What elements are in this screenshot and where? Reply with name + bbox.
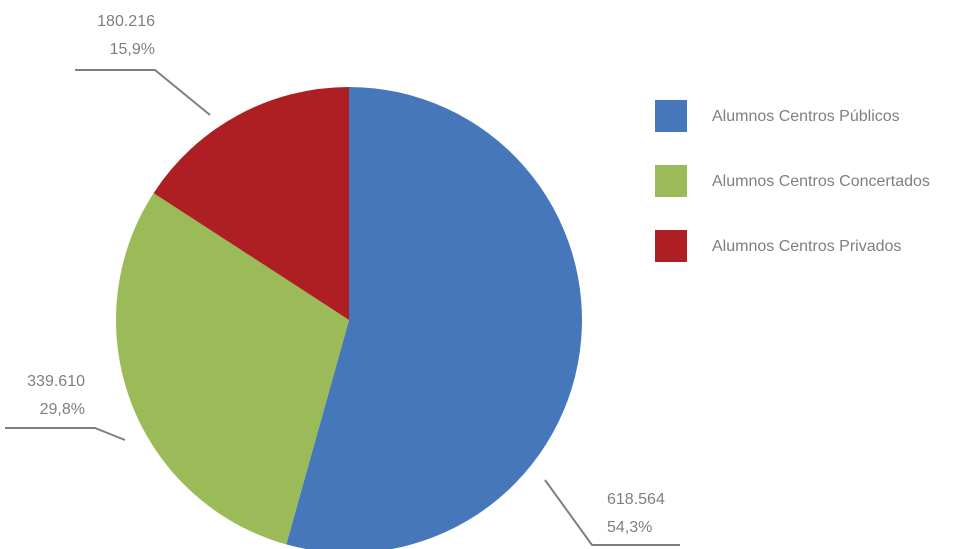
leader-line (5, 427, 126, 441)
pie-slice (116, 193, 350, 545)
legend-label: Alumnos Centros Concertados (712, 173, 930, 190)
percentage-label: 54,3% (607, 519, 652, 536)
value-label: 618.564 (607, 491, 665, 508)
pie-slice (153, 87, 349, 320)
legend-label: Alumnos Centros Privados (712, 238, 901, 255)
legend-label: Alumnos Centros Públicos (712, 108, 900, 125)
leader-line (75, 69, 211, 116)
percentage-label: 15,9% (110, 41, 155, 58)
value-label: 180.216 (97, 13, 155, 30)
leader-line (544, 479, 680, 546)
percentage-label: 29,8% (40, 401, 85, 418)
pie-slice (286, 87, 583, 549)
legend-swatch (655, 230, 687, 262)
legend-swatch (655, 165, 687, 197)
value-label: 339.610 (27, 373, 85, 390)
legend-swatch (655, 100, 687, 132)
